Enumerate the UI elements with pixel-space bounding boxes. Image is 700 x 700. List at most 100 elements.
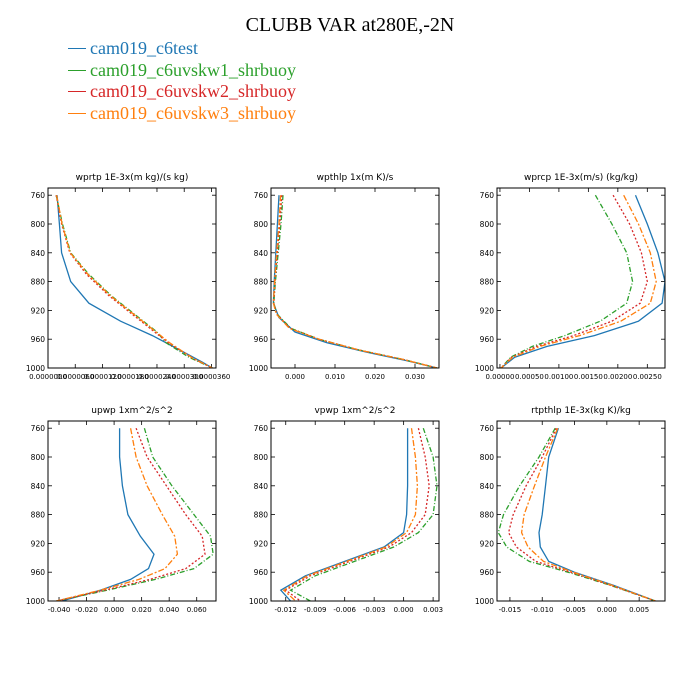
y-tick-label: 840 <box>254 482 269 491</box>
panel-title: wprcp 1E-3x(m/s) (kg/kg) <box>524 173 638 183</box>
legend-label-2: cam019_c6uvskw1_shrbuoy <box>90 59 296 80</box>
panel-title: upwp 1xm^2/s^2 <box>91 406 172 416</box>
y-tick-label: 1000 <box>249 364 268 373</box>
x-tick-label: -0.006 <box>333 606 356 614</box>
y-tick-label: 920 <box>480 306 495 315</box>
legend-swatch-3 <box>68 91 86 93</box>
x-tick-label: 0.00250 <box>633 373 662 381</box>
series-line-3 <box>55 195 213 368</box>
x-tick-label: 0.00050 <box>515 373 544 381</box>
y-tick-label: 920 <box>31 539 46 548</box>
y-tick-label: 920 <box>254 539 269 548</box>
x-tick-label: 0.000 <box>104 606 124 614</box>
x-tick-label: 0.005 <box>629 606 649 614</box>
y-tick-label: 760 <box>254 191 269 200</box>
x-tick-label: 0.0000180 <box>111 373 149 381</box>
legend-swatch-2 <box>68 69 86 71</box>
y-tick-label: 960 <box>254 568 269 577</box>
y-tick-label: 920 <box>254 306 269 315</box>
x-tick-label: 0.0000120 <box>84 373 122 381</box>
y-tick-label: 800 <box>480 453 495 462</box>
x-tick-label: 0.020 <box>365 373 385 381</box>
series-line-3 <box>500 194 648 368</box>
y-tick-label: 760 <box>480 191 495 200</box>
series-line-1 <box>500 194 665 368</box>
legend-item-2: cam019_c6uvskw1_shrbuoy <box>68 60 296 82</box>
panel-title: wpthlp 1x(m K)/s <box>317 173 394 183</box>
y-tick-label: 760 <box>254 424 269 433</box>
plot-frame <box>270 420 440 602</box>
x-tick-label: -0.010 <box>531 606 554 614</box>
y-tick-label: 920 <box>480 539 495 548</box>
plot-frame <box>47 187 217 369</box>
x-tick-label: 0.003 <box>423 606 443 614</box>
y-tick-label: 840 <box>31 249 46 258</box>
x-tick-label: 0.0000300 <box>165 373 203 381</box>
x-tick-label: 0.030 <box>405 373 425 381</box>
legend: cam019_c6test cam019_c6uvskw1_shrbuoy ca… <box>68 38 296 124</box>
series-line-1 <box>538 427 656 601</box>
legend-swatch-1 <box>68 48 86 50</box>
panel-5: vpwp 1xm^2/s^2 760 800 840 880 920 960 1000 -0.0… <box>249 406 443 614</box>
series-line-1 <box>279 428 409 601</box>
legend-label-4: cam019_c6uvskw3_shrbuoy <box>90 102 296 123</box>
x-tick-label: 0.0000240 <box>138 373 176 381</box>
y-tick-label: 760 <box>31 191 46 200</box>
series-line-3 <box>284 428 430 601</box>
series-line-4 <box>500 194 657 368</box>
y-tick-label: 800 <box>480 220 495 229</box>
x-tick-label: 0.040 <box>159 606 179 614</box>
y-tick-label: 1000 <box>26 364 45 373</box>
y-tick-label: 880 <box>254 511 269 520</box>
x-tick-label: -0.040 <box>48 606 71 614</box>
y-tick-label: 880 <box>254 278 269 287</box>
legend-label-1: cam019_c6test <box>90 38 198 58</box>
y-tick-label: 960 <box>480 335 495 344</box>
legend-item-1: cam019_c6test <box>68 38 296 60</box>
y-tick-label: 800 <box>254 220 269 229</box>
x-tick-label: 0.0000000 <box>29 373 67 381</box>
series-line-3 <box>507 427 656 601</box>
x-tick-label: 0.0000360 <box>193 373 231 381</box>
x-tick-label: 0.00100 <box>544 373 573 381</box>
y-tick-label: 800 <box>31 453 46 462</box>
y-tick-label: 920 <box>31 306 46 315</box>
x-tick-label: -0.020 <box>75 606 98 614</box>
series-line-2 <box>500 194 634 368</box>
x-tick-label: -0.012 <box>274 606 297 614</box>
panel-1: wprtp 1E-3x(m kg)/(s kg) 760 800 840 880 920 9… <box>26 173 230 381</box>
x-tick-label: 0.00000 <box>485 373 514 381</box>
panel-2: wpthlp 1x(m K)/s 760 800 840 880 920 960 1000 0.… <box>249 173 440 381</box>
y-tick-label: 880 <box>31 278 46 287</box>
x-tick-label: 0.0000060 <box>56 373 94 381</box>
y-tick-label: 880 <box>480 278 495 287</box>
series-line-4 <box>282 428 419 601</box>
panel-title: vpwp 1xm^2/s^2 <box>314 406 395 416</box>
y-tick-label: 960 <box>31 335 46 344</box>
panel-title: rtpthlp 1E-3x(kg K)/kg <box>531 406 631 416</box>
y-tick-label: 760 <box>31 424 46 433</box>
y-tick-label: 880 <box>480 511 495 520</box>
series-line-2 <box>497 427 656 601</box>
panel-title: wprtp 1E-3x(m kg)/(s kg) <box>76 173 189 183</box>
plot-frame <box>270 187 440 369</box>
series-line-2 <box>289 427 438 601</box>
x-tick-label: 0.020 <box>132 606 152 614</box>
y-tick-label: 760 <box>480 424 495 433</box>
x-tick-label: -0.005 <box>563 606 586 614</box>
y-tick-label: 960 <box>31 568 46 577</box>
y-tick-label: 1000 <box>249 597 268 606</box>
legend-label-3: cam019_c6uvskw2_shrbuoy <box>90 81 296 101</box>
series-line-4 <box>55 195 213 368</box>
panel-3: wprcp 1E-3x(m/s) (kg/kg) 760 800 840 880 920 9… <box>475 173 666 381</box>
x-tick-label: 0.000 <box>394 606 414 614</box>
y-tick-label: 880 <box>31 511 46 520</box>
x-tick-label: 0.000 <box>597 606 617 614</box>
x-tick-label: -0.015 <box>499 606 522 614</box>
y-tick-label: 960 <box>480 568 495 577</box>
series-line-4 <box>272 195 438 368</box>
x-tick-label: -0.003 <box>363 606 386 614</box>
y-tick-label: 800 <box>254 453 269 462</box>
series-line-2 <box>273 195 438 368</box>
panel-4: upwp 1xm^2/s^27608008408809209601000-0.0… <box>26 406 217 614</box>
